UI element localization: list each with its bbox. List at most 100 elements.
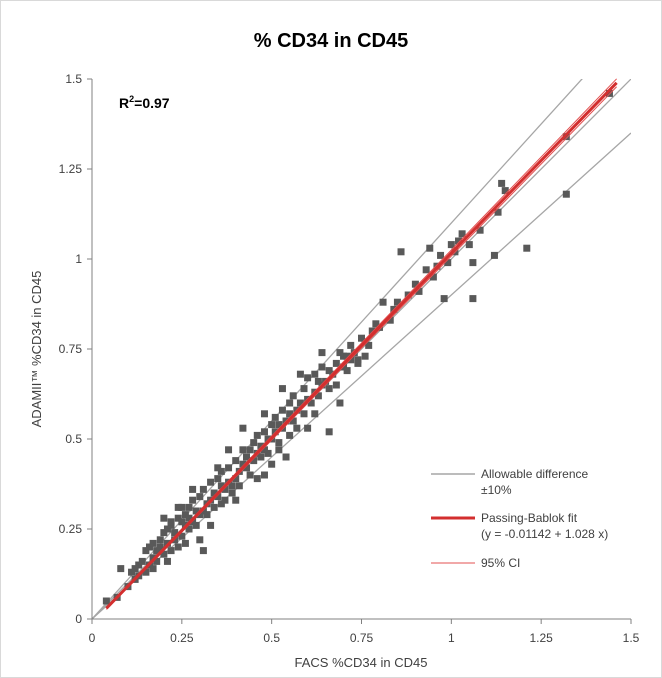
data-point (149, 565, 157, 573)
data-point (260, 446, 268, 454)
data-point (181, 539, 189, 547)
r2-annotation: R2=0.97 (119, 94, 170, 111)
y-tick-label: 0.25 (59, 522, 83, 536)
data-point (289, 392, 297, 400)
data-point (214, 464, 222, 472)
data-point (469, 259, 477, 267)
data-point (189, 518, 197, 526)
y-tick-label: 0.5 (65, 432, 82, 446)
data-point (189, 496, 197, 504)
data-point (217, 482, 225, 490)
data-point (429, 273, 437, 281)
data-point (318, 349, 326, 357)
data-point (239, 460, 247, 468)
data-point (336, 349, 344, 357)
data-point (494, 208, 502, 216)
data-point (228, 489, 236, 497)
x-axis-ticks: 0 0.25 0.5 0.75 1 1.25 1.5 (89, 619, 640, 645)
data-point (160, 529, 168, 537)
data-point (243, 453, 251, 461)
data-point (476, 226, 484, 234)
x-tick-label: 0.25 (170, 631, 194, 645)
data-point (192, 521, 200, 529)
data-point (336, 399, 344, 407)
data-point (415, 287, 423, 295)
data-point (523, 244, 531, 252)
chart-title: % CD34 in CD45 (254, 30, 409, 52)
data-point (300, 385, 308, 393)
data-point (307, 399, 315, 407)
data-point (260, 410, 268, 418)
data-point (199, 507, 207, 515)
data-point (214, 493, 222, 501)
data-point (282, 453, 290, 461)
data-point (246, 471, 254, 479)
data-point (354, 356, 362, 364)
data-point (386, 316, 394, 324)
data-point (199, 485, 207, 493)
y-axis-ticks: 0 0.25 0.5 0.75 1 1.25 1.5 (59, 72, 92, 626)
data-point (149, 539, 157, 547)
fit-lines (105, 78, 618, 610)
data-point (246, 446, 254, 454)
data-point (311, 370, 319, 378)
data-point (167, 521, 175, 529)
data-point (325, 385, 333, 393)
data-point (304, 424, 312, 432)
data-point (314, 392, 322, 400)
data-point (167, 518, 175, 526)
data-point (311, 410, 319, 418)
data-point (185, 514, 193, 522)
data-point (217, 500, 225, 508)
data-point (490, 251, 498, 259)
data-point (278, 406, 286, 414)
data-point (207, 521, 215, 529)
data-point (314, 377, 322, 385)
data-point (207, 478, 215, 486)
data-point (332, 359, 340, 367)
data-point (171, 529, 179, 537)
legend-label-line: Passing-Bablok fit (481, 511, 578, 525)
data-point (178, 503, 186, 511)
data-point (264, 449, 272, 457)
data-point (181, 511, 189, 519)
data-point (128, 568, 136, 576)
data-point (264, 435, 272, 443)
legend-label-fit: Passing-Bablok fit (y = -0.01142 + 1.028 … (481, 511, 608, 541)
x-tick-label: 0 (89, 631, 96, 645)
allowable-line (92, 132, 631, 619)
data-point (163, 557, 171, 565)
data-point (260, 471, 268, 479)
data-point (214, 475, 222, 483)
data-point (260, 428, 268, 436)
data-point (131, 565, 139, 573)
data-point (221, 496, 229, 504)
x-axis-label: FACS %CD34 in CD45 (295, 655, 428, 670)
data-point (271, 413, 279, 421)
data-point (286, 431, 294, 439)
r2-value: =0.97 (134, 95, 170, 111)
y-tick-label: 0 (75, 612, 82, 626)
x-tick-label: 1 (448, 631, 455, 645)
data-point (347, 341, 355, 349)
legend-label-ci: 95% CI (481, 556, 520, 570)
data-point (300, 410, 308, 418)
legend: Allowable difference ±10% Passing-Bablok … (431, 467, 608, 570)
fit-line (105, 81, 618, 610)
data-point (174, 543, 182, 551)
data-point (163, 525, 171, 533)
data-point (225, 446, 233, 454)
data-point (138, 557, 146, 565)
data-point (332, 381, 340, 389)
data-point (160, 550, 168, 558)
data-point (318, 363, 326, 371)
data-point (217, 467, 225, 475)
data-point (232, 496, 240, 504)
data-point (185, 525, 193, 533)
data-point (221, 485, 229, 493)
data-point (275, 421, 283, 429)
data-point (253, 431, 261, 439)
data-point (361, 352, 369, 360)
